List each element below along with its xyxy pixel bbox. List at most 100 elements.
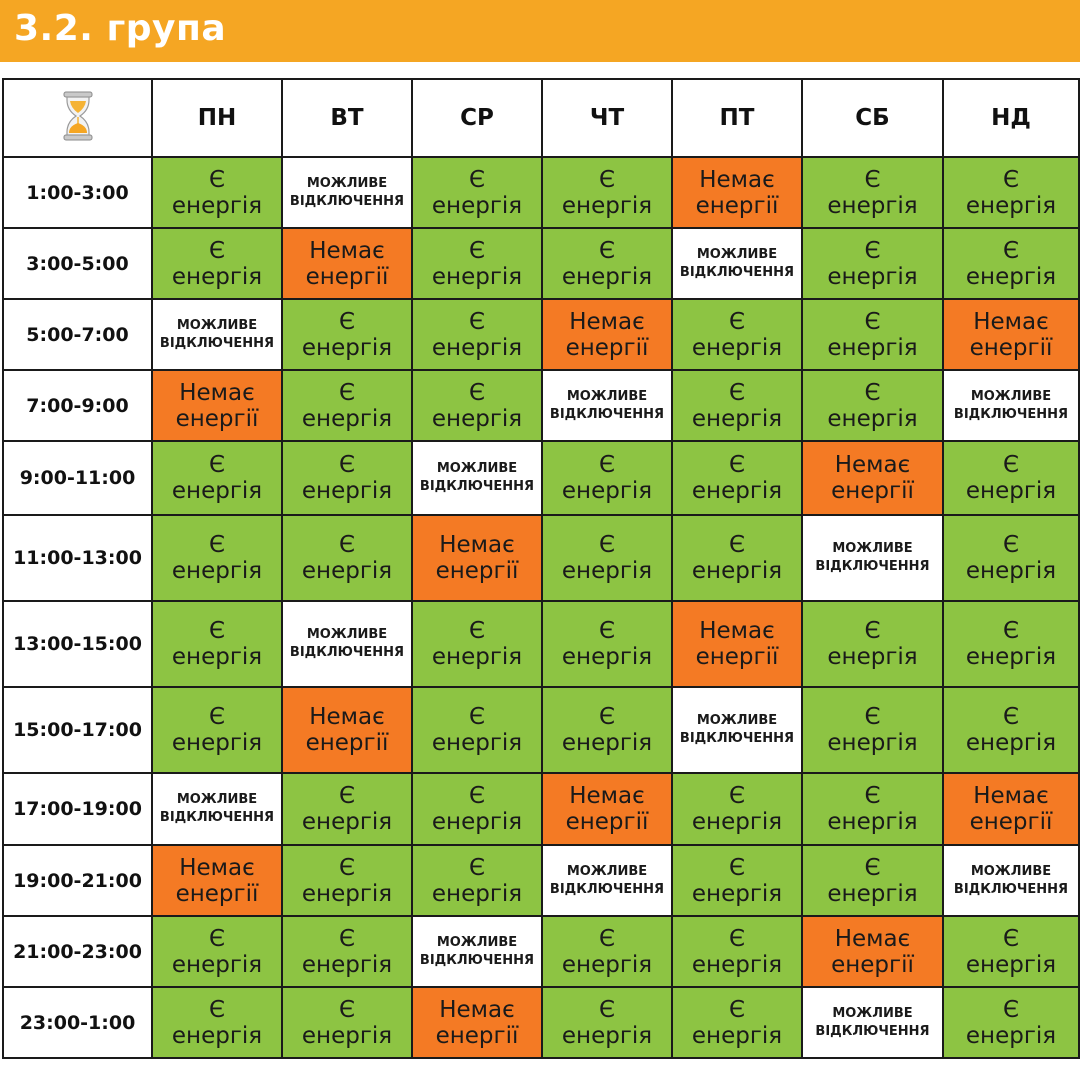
- status-text: МОЖЛИВЕ: [566, 863, 648, 879]
- status-text: Є: [728, 925, 746, 952]
- status-text: енергія: [431, 405, 523, 432]
- status-text: енергія: [301, 558, 393, 584]
- status-text: Є: [728, 996, 746, 1023]
- status-text: енергія: [301, 1022, 393, 1049]
- status-text: Є: [864, 704, 881, 730]
- status-text: МОЖЛИВЕ: [832, 1005, 913, 1021]
- status-cell-maybe: МОЖЛИВЕ ВІДКЛЮЧЕННЯ: [671, 686, 803, 774]
- status-text: енергія: [171, 951, 263, 978]
- status-cell-no: Немає енергії: [151, 369, 283, 442]
- status-cell-maybe: МОЖЛИВЕ ВІДКЛЮЧЕННЯ: [281, 600, 413, 688]
- status-text: Немає: [309, 237, 385, 264]
- status-text: енергія: [691, 880, 783, 907]
- time-slot-label: 23:00-1:00: [2, 986, 153, 1059]
- status-text: Є: [1002, 704, 1020, 730]
- status-text: енергії: [435, 1022, 519, 1049]
- status-text: енергія: [965, 644, 1057, 670]
- status-text: енергія: [827, 644, 918, 670]
- time-slot-label: 21:00-23:00: [2, 915, 153, 988]
- status-text: ВІДКЛЮЧЕННЯ: [815, 559, 930, 574]
- status-text: енергія: [171, 730, 263, 756]
- status-text: Є: [1002, 532, 1020, 558]
- status-text: енергії: [305, 730, 389, 756]
- status-text: МОЖЛИВЕ: [436, 934, 518, 950]
- status-text: Немає: [834, 925, 911, 952]
- status-text: Є: [864, 854, 881, 881]
- header-banner: 3.2. група: [0, 0, 1080, 62]
- status-text: Є: [598, 237, 616, 264]
- status-text: енергії: [175, 405, 259, 432]
- status-text: ВІДКЛЮЧЕННЯ: [289, 645, 405, 660]
- status-text: енергія: [431, 192, 523, 219]
- status-text: енергія: [301, 880, 393, 907]
- status-cell-maybe: МОЖЛИВЕ ВІДКЛЮЧЕННЯ: [671, 227, 803, 300]
- status-text: Є: [598, 532, 616, 558]
- status-text: енергія: [171, 558, 263, 584]
- time-slot-label: 19:00-21:00: [2, 844, 153, 917]
- status-text: Є: [468, 166, 486, 193]
- status-text: енергія: [431, 730, 523, 756]
- status-cell-no: Немає енергії: [942, 772, 1080, 846]
- status-text: енергія: [965, 558, 1057, 584]
- status-text: енергія: [691, 951, 783, 978]
- status-text: Є: [728, 308, 746, 335]
- status-text: енергія: [431, 644, 523, 670]
- page-title: 3.2. група: [14, 8, 227, 49]
- status-text: Є: [338, 379, 356, 406]
- status-text: Є: [208, 532, 226, 558]
- status-text: енергія: [301, 405, 393, 432]
- day-header-1: ВТ: [281, 78, 413, 158]
- status-text: енергія: [965, 951, 1057, 978]
- status-text: Є: [338, 996, 356, 1023]
- day-header-2: СР: [411, 78, 543, 158]
- status-text: енергії: [435, 558, 519, 584]
- status-cell-maybe: МОЖЛИВЕ ВІДКЛЮЧЕННЯ: [411, 915, 543, 988]
- status-text: енергія: [827, 263, 918, 290]
- status-text: Є: [468, 704, 486, 730]
- status-text: ВІДКЛЮЧЕННЯ: [679, 731, 795, 746]
- status-text: енергія: [171, 192, 263, 219]
- status-text: Є: [468, 379, 486, 406]
- status-cell-maybe: МОЖЛИВЕ ВІДКЛЮЧЕННЯ: [541, 369, 673, 442]
- status-text: МОЖЛИВЕ: [970, 388, 1052, 404]
- status-text: енергія: [827, 809, 918, 835]
- hourglass-icon: [63, 91, 92, 141]
- status-text: Є: [208, 925, 226, 952]
- status-text: Є: [728, 532, 746, 558]
- status-text: Є: [598, 996, 616, 1023]
- status-text: енергія: [691, 809, 783, 835]
- status-text: енергія: [171, 263, 263, 290]
- status-text: енергія: [965, 478, 1057, 504]
- status-text: ВІДКЛЮЧЕННЯ: [289, 193, 405, 209]
- status-text: енергія: [827, 405, 918, 432]
- day-header-6: НД: [942, 78, 1080, 158]
- status-text: ВІДКЛЮЧЕННЯ: [815, 1023, 930, 1039]
- status-text: енергія: [561, 263, 653, 290]
- status-text: Є: [468, 618, 486, 644]
- status-text: енергія: [561, 558, 653, 584]
